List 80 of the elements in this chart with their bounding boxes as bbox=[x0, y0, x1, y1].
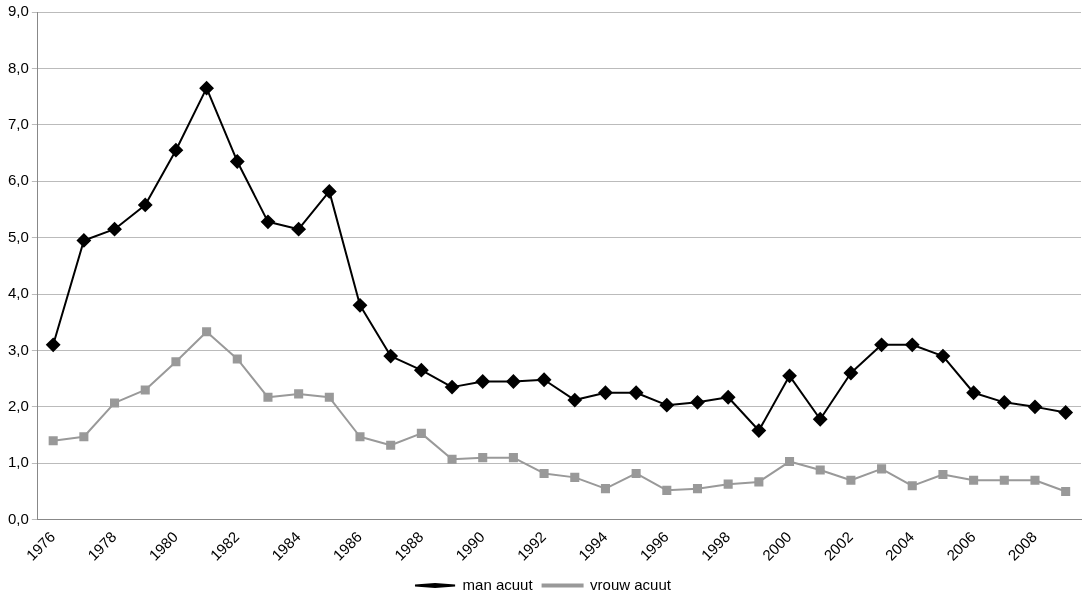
point bbox=[168, 143, 183, 158]
point bbox=[935, 349, 950, 364]
point bbox=[324, 392, 334, 402]
y-tick-label: 5,0 bbox=[7, 227, 29, 245]
point bbox=[539, 468, 549, 478]
point bbox=[107, 222, 122, 237]
point bbox=[506, 374, 521, 389]
point bbox=[877, 464, 887, 474]
point bbox=[843, 366, 858, 381]
point bbox=[567, 393, 582, 408]
point bbox=[1027, 399, 1042, 414]
y-tick-label: 7,0 bbox=[7, 114, 29, 132]
point bbox=[907, 481, 917, 491]
point bbox=[508, 453, 518, 463]
point bbox=[1061, 486, 1071, 497]
point bbox=[48, 436, 58, 446]
point bbox=[969, 475, 979, 485]
point bbox=[322, 184, 337, 199]
y-tick-label: 8,0 bbox=[7, 58, 29, 76]
point bbox=[1030, 475, 1040, 485]
point bbox=[598, 385, 613, 400]
point bbox=[110, 398, 120, 408]
point bbox=[692, 484, 703, 494]
y-tick-label: 2,0 bbox=[7, 397, 29, 414]
point bbox=[782, 368, 797, 383]
point bbox=[475, 374, 490, 389]
point bbox=[445, 380, 460, 395]
point bbox=[997, 395, 1012, 410]
legend-label: man acuut bbox=[462, 575, 534, 593]
point bbox=[291, 222, 306, 237]
point bbox=[416, 428, 426, 438]
point bbox=[815, 465, 825, 475]
point bbox=[140, 385, 150, 395]
y-tick-label: 0,0 bbox=[7, 509, 29, 527]
point bbox=[846, 475, 856, 485]
y-tick-label: 6,0 bbox=[7, 171, 29, 189]
point bbox=[478, 453, 488, 463]
point bbox=[294, 389, 304, 399]
point bbox=[754, 477, 764, 487]
y-tick-label: 4,0 bbox=[7, 284, 29, 302]
point bbox=[79, 432, 89, 442]
point bbox=[383, 349, 398, 364]
point bbox=[537, 372, 552, 387]
point bbox=[751, 423, 766, 438]
point bbox=[386, 440, 396, 450]
point bbox=[260, 214, 275, 229]
y-tick-label: 3,0 bbox=[7, 340, 29, 358]
point bbox=[414, 363, 429, 378]
point bbox=[723, 479, 733, 489]
point bbox=[138, 197, 153, 212]
point bbox=[353, 298, 367, 313]
point bbox=[874, 337, 889, 352]
point bbox=[999, 475, 1009, 485]
point bbox=[230, 154, 245, 169]
point bbox=[600, 484, 610, 494]
point bbox=[721, 390, 736, 405]
point bbox=[690, 395, 705, 410]
point bbox=[202, 327, 212, 337]
point bbox=[659, 398, 674, 413]
point bbox=[813, 412, 828, 427]
point bbox=[905, 337, 920, 352]
point bbox=[232, 354, 242, 364]
point bbox=[263, 392, 273, 402]
point bbox=[46, 337, 61, 352]
point bbox=[76, 233, 91, 248]
point bbox=[631, 468, 641, 478]
point bbox=[171, 357, 181, 367]
point bbox=[1058, 405, 1073, 420]
point bbox=[570, 472, 580, 482]
point bbox=[966, 385, 981, 400]
point bbox=[785, 457, 795, 467]
point bbox=[938, 470, 948, 480]
y-tick-label: 9,0 bbox=[7, 2, 29, 20]
point bbox=[355, 432, 365, 442]
point bbox=[199, 81, 214, 96]
point bbox=[629, 385, 644, 400]
point bbox=[447, 454, 457, 464]
y-tick-label: 1,0 bbox=[7, 453, 29, 471]
point bbox=[662, 485, 672, 495]
legend-label: vrouw acuut bbox=[590, 575, 672, 593]
